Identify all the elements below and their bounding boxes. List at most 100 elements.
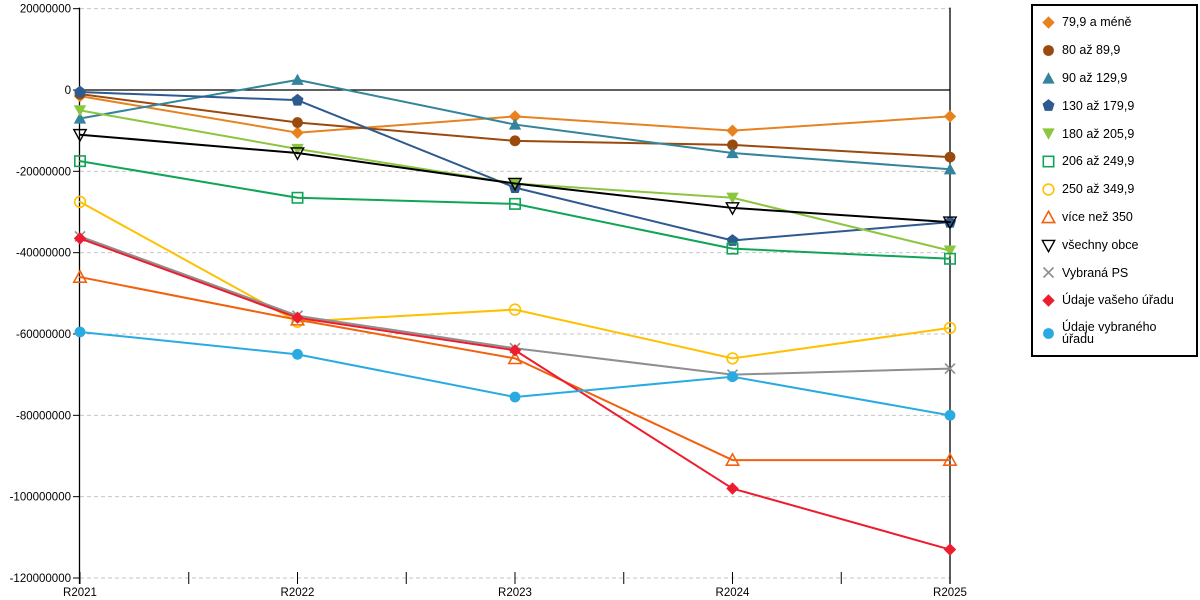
legend-marker-vice-nez-350	[1041, 209, 1056, 224]
legend-marker-80-az-89-9	[1043, 44, 1054, 56]
y-tick-label: -120000000	[10, 573, 71, 585]
marker-triangle-down	[291, 143, 304, 156]
legend-label: Údaje vybraného úřadu	[1062, 319, 1157, 347]
legend-marker-udaje-vaseho-uradu	[1042, 294, 1055, 307]
legend-label: 206 až 249,9	[1062, 154, 1135, 169]
legend-label: 180 až 205,9	[1062, 126, 1135, 141]
marker-circle-open	[726, 352, 739, 365]
y-tick-label: -60000000	[16, 329, 71, 341]
marker-diamond	[291, 126, 304, 139]
marker-x-open	[1042, 267, 1055, 279]
y-tick-label: -20000000	[16, 166, 71, 178]
x-tick-label: R2022	[281, 587, 315, 599]
marker-square-open	[726, 242, 739, 255]
legend-label: 250 až 349,9	[1062, 182, 1135, 197]
x-tick-label: R2024	[716, 587, 750, 599]
marker-triangle-down-open	[942, 216, 958, 230]
marker-pentagon	[291, 93, 304, 106]
marker-diamond	[943, 110, 957, 123]
marker-triangle-up	[291, 73, 304, 85]
legend-item-80-az-89-9: 80 až 89,9	[1041, 43, 1190, 58]
legend-marker-250-az-349-9	[1042, 183, 1055, 196]
marker-diamond	[943, 543, 957, 556]
legend-item-130-az-179-9: 130 až 179,9	[1041, 98, 1190, 113]
marker-circle-open	[943, 321, 957, 335]
legend-marker-180-az-205-9	[1042, 128, 1055, 140]
marker-circle	[292, 348, 303, 360]
marker-triangle-up-open	[724, 452, 741, 466]
marker-triangle-up-open	[942, 452, 958, 466]
legend-item-180-az-205-9: 180 až 205,9	[1041, 126, 1190, 141]
series-line-206-az-249-9	[79, 160, 951, 260]
legend-label: více než 350	[1062, 209, 1133, 224]
marker-circle-open	[508, 303, 522, 316]
marker-diamond	[291, 311, 304, 324]
marker-triangle-up-open	[507, 350, 523, 365]
series-line-vice-nez-350	[79, 276, 951, 462]
series-markers-udaje-vybraneho-uradu	[74, 326, 956, 421]
marker-circle	[727, 139, 738, 151]
marker-circle	[74, 326, 86, 338]
legend-marker-udaje-vybraneho-uradu	[1043, 328, 1054, 339]
y-tick-label: -80000000	[16, 410, 71, 422]
marker-triangle-down-open	[72, 128, 88, 143]
marker-circle	[944, 409, 956, 421]
series-markers-vice-nez-350	[72, 269, 958, 466]
x-tick-label: R2021	[63, 587, 97, 599]
legend-label: 130 až 179,9	[1062, 98, 1135, 113]
marker-triangle-down-open	[507, 177, 523, 192]
y-tick-label: -100000000	[10, 492, 71, 504]
legend-label: Vybraná PS	[1062, 265, 1129, 280]
marker-triangle-down-open	[725, 202, 740, 216]
y-tick-label: 0	[65, 85, 71, 97]
legend-label: 90 až 129,9	[1062, 70, 1128, 85]
marker-triangle-down-open	[1041, 239, 1056, 253]
marker-circle-open	[73, 195, 87, 209]
marker-triangle-up-open	[1041, 209, 1056, 224]
legend-marker-206-az-249-9	[1042, 155, 1055, 168]
marker-circle	[509, 135, 521, 147]
x-tick-label: R2023	[498, 587, 532, 599]
series-markers-vsechny-obce	[72, 128, 958, 230]
marker-diamond	[508, 344, 522, 357]
marker-diamond	[73, 232, 87, 245]
marker-diamond	[726, 482, 739, 495]
legend-item-vsechny-obce: všechny obce	[1041, 238, 1190, 253]
marker-triangle-down	[1042, 128, 1055, 140]
series-markers-udaje-vaseho-uradu	[73, 232, 957, 556]
marker-square-open	[509, 197, 521, 210]
legend-label: všechny obce	[1062, 237, 1139, 252]
marker-pentagon	[1042, 99, 1055, 112]
legend-label: Údaje vašeho úřadu	[1062, 293, 1174, 308]
x-tick-label: R2025	[933, 587, 967, 599]
marker-diamond	[508, 110, 522, 123]
legend-item-vice-nez-350: více než 350	[1041, 209, 1190, 225]
marker-square-open	[291, 191, 304, 204]
marker-circle	[292, 117, 303, 128]
marker-triangle-up	[508, 118, 522, 130]
legend-item-250-az-349-9: 250 až 349,9	[1041, 182, 1190, 197]
marker-square-open	[74, 155, 86, 168]
marker-triangle-up	[73, 112, 87, 124]
legend-item-udaje-vybraneho-uradu: Údaje vybraného úřadu	[1041, 321, 1190, 346]
y-tick-label: 20000000	[20, 4, 71, 16]
marker-triangle-up	[1042, 71, 1055, 84]
marker-diamond	[726, 124, 739, 137]
marker-circle-open	[1042, 183, 1055, 196]
marker-circle	[509, 391, 521, 403]
legend: 79,9 a méně 80 až 89,9 90 až 129,9 130 až 1…	[1031, 4, 1198, 357]
series-line-250-az-349-9	[79, 200, 951, 360]
legend-marker-90-az-129-9	[1042, 71, 1055, 84]
series-markers-206-az-249-9	[74, 155, 956, 265]
marker-circle	[944, 151, 956, 163]
legend-marker-vybrana-ps	[1042, 267, 1055, 279]
legend-item-vybrana-ps: Vybraná PS	[1041, 265, 1190, 280]
legend-marker-130-az-179-9	[1042, 99, 1055, 112]
marker-triangle-up	[726, 146, 739, 159]
marker-x-open	[944, 363, 956, 375]
legend-item-79-9-a-mene: 79,9 a méně	[1041, 15, 1190, 30]
legend-item-udaje-vaseho-uradu: Údaje vašeho úřadu	[1041, 293, 1190, 308]
marker-diamond	[1042, 16, 1055, 29]
marker-circle	[1043, 328, 1054, 339]
